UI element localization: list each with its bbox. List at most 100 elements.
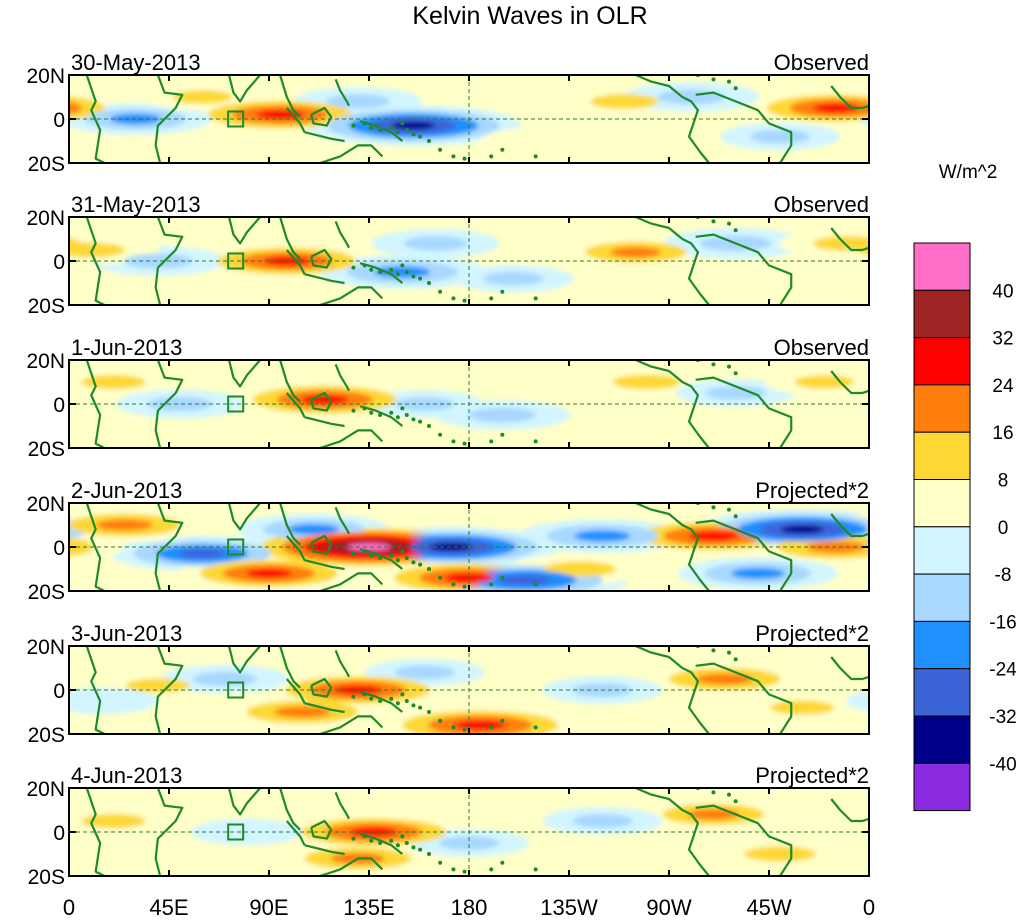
- coastline: [304, 844, 345, 856]
- island: [362, 406, 367, 411]
- latitude-label: 20N: [26, 778, 65, 801]
- colorbar-tick-label: -24: [989, 660, 1017, 681]
- island: [418, 276, 423, 281]
- island: [462, 584, 467, 589]
- colorbar-tick-label: -40: [989, 754, 1016, 775]
- coastline: [830, 513, 869, 538]
- island: [438, 860, 443, 865]
- coastline: [635, 503, 710, 591]
- contour-fill: [574, 530, 631, 542]
- contour-fill: [705, 386, 766, 400]
- latitude-label: 20S: [28, 724, 65, 747]
- island: [395, 843, 400, 848]
- contour-fill: [439, 836, 499, 850]
- coastlines: [85, 217, 869, 305]
- coastline: [227, 646, 261, 674]
- island: [389, 267, 394, 272]
- map-panel: 20N 0 20S 4-Jun-2013 Projected*2: [26, 763, 870, 889]
- contour-fill: [859, 111, 869, 127]
- longitude-axis: 0 45E 90E 135E 180 135W 90W 45W 0: [63, 895, 875, 920]
- island: [451, 154, 456, 159]
- island: [378, 699, 383, 703]
- coastline: [285, 392, 306, 418]
- coastline: [279, 217, 301, 260]
- island: [362, 834, 367, 839]
- colorbar-tick-label: -16: [989, 612, 1016, 633]
- island: [711, 790, 716, 795]
- coastline: [359, 833, 404, 855]
- coastline: [695, 662, 793, 734]
- island: [533, 296, 538, 301]
- panel-type-label: Projected*2: [755, 478, 869, 503]
- island: [389, 696, 394, 701]
- island: [362, 263, 367, 268]
- island: [404, 128, 409, 132]
- reference-box: [227, 395, 245, 413]
- island: [733, 228, 738, 233]
- island: [427, 567, 431, 571]
- coastline: [334, 78, 350, 107]
- panel-date: 1-Jun-2013: [71, 335, 182, 360]
- island: [462, 156, 467, 161]
- contour-fill: [81, 374, 146, 390]
- island: [404, 270, 409, 274]
- panel-type-label: Projected*2: [755, 621, 869, 646]
- panel-date: 2-Jun-2013: [71, 478, 182, 503]
- contour-fill: [444, 573, 494, 583]
- island: [400, 263, 405, 268]
- contour-fill: [812, 236, 869, 251]
- island: [427, 710, 431, 714]
- coastline: [830, 227, 869, 252]
- coastline: [334, 649, 350, 678]
- island: [351, 836, 356, 841]
- island: [533, 154, 538, 159]
- colorbar-tick-label: 32: [992, 329, 1013, 350]
- contour-fill: [770, 700, 835, 715]
- contour-fill: [69, 242, 126, 258]
- island: [369, 125, 374, 130]
- island: [733, 514, 738, 519]
- island: [395, 701, 400, 706]
- coastline: [154, 788, 184, 876]
- contour-fill: [544, 561, 617, 577]
- latitude-label: 20S: [28, 866, 65, 889]
- island: [351, 694, 356, 699]
- colorbar-swatch: [913, 431, 971, 481]
- coastline: [304, 416, 345, 428]
- coastline: [334, 506, 350, 535]
- coastline: [635, 217, 710, 305]
- olr-field: [69, 646, 869, 734]
- island: [727, 507, 731, 512]
- island: [389, 838, 394, 843]
- island: [427, 424, 431, 428]
- island: [500, 147, 505, 152]
- island: [369, 410, 374, 415]
- coastline: [154, 646, 184, 734]
- island: [411, 274, 416, 279]
- latitude-label: 20S: [28, 438, 65, 461]
- coastline: [279, 360, 301, 403]
- island: [500, 860, 505, 865]
- island: [451, 296, 456, 301]
- island: [369, 267, 374, 272]
- island: [489, 725, 494, 730]
- island: [389, 125, 394, 130]
- island: [427, 139, 431, 143]
- island: [378, 128, 383, 132]
- island: [362, 121, 367, 126]
- coastline: [310, 391, 333, 412]
- longitude-label: 0: [63, 895, 75, 920]
- island: [489, 439, 494, 444]
- coastline: [635, 75, 710, 163]
- coastline: [359, 691, 404, 713]
- island: [462, 869, 467, 874]
- coastline: [310, 248, 333, 269]
- contour-fill: [394, 397, 455, 411]
- island: [378, 556, 383, 560]
- island: [395, 272, 400, 277]
- latitude-label: 0: [53, 251, 65, 274]
- coastline: [695, 91, 793, 163]
- island: [711, 505, 716, 510]
- colorbar-tick-label: -8: [995, 565, 1012, 586]
- longitude-label: 180: [451, 895, 488, 920]
